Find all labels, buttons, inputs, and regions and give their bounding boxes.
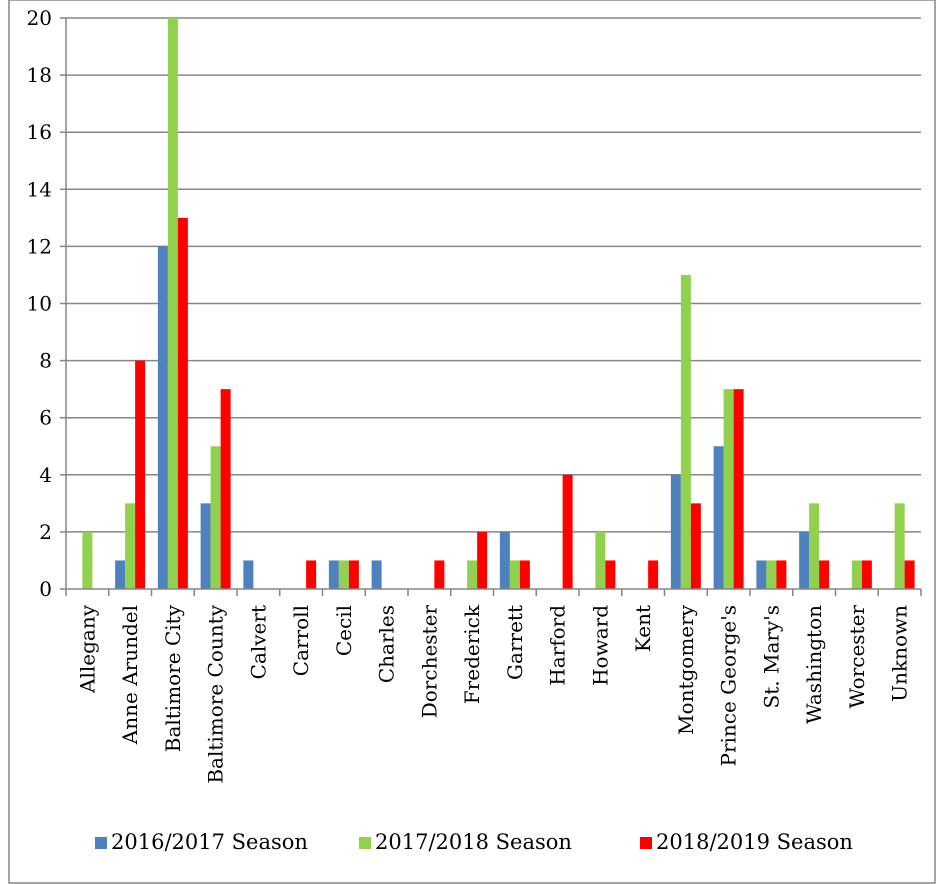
legend-swatch	[95, 837, 107, 849]
y-tick-label: 8	[39, 349, 52, 373]
bar	[605, 560, 616, 589]
bar	[894, 503, 905, 589]
bar	[851, 560, 862, 589]
bar	[713, 446, 724, 589]
bar	[177, 217, 188, 589]
bar	[562, 474, 573, 589]
y-tick-label: 10	[27, 292, 52, 316]
bar	[670, 474, 681, 589]
gridlines	[66, 17, 921, 533]
bar	[306, 560, 317, 589]
bar	[680, 274, 691, 589]
x-category-label: Worcester	[845, 605, 869, 709]
legend-item: 2017/2018 Season	[359, 830, 572, 854]
bar	[135, 360, 146, 589]
y-tick-label: 4	[39, 463, 52, 487]
y-tick-label: 16	[27, 120, 52, 144]
bar	[766, 560, 777, 589]
bar	[499, 531, 510, 589]
legend-item: 2016/2017 Season	[95, 830, 308, 854]
x-category-label: Howard	[588, 605, 612, 686]
legend-label: 2017/2018 Season	[375, 830, 572, 854]
bar	[371, 560, 382, 589]
y-tick-label: 2	[39, 520, 52, 544]
x-category-label: Anne Arundel	[118, 605, 142, 745]
legend-swatch	[359, 837, 371, 849]
bar	[348, 560, 359, 589]
bar	[477, 531, 488, 589]
bar	[509, 560, 520, 589]
x-category-label: Washington	[802, 605, 826, 724]
y-tick-label: 0	[39, 577, 52, 601]
bar	[809, 503, 820, 589]
x-category-label: Charles	[375, 605, 399, 683]
x-category-label: Baltimore City	[161, 604, 185, 752]
legend-item: 2018/2019 Season	[640, 830, 853, 854]
bar	[690, 503, 701, 589]
bar	[200, 503, 211, 589]
x-category-labels: Allegany Anne Arundel Baltimore City Baltim…	[75, 604, 911, 784]
bar	[723, 389, 734, 589]
bar	[819, 560, 830, 589]
legend-swatch	[640, 837, 652, 849]
bar	[733, 389, 744, 589]
bar	[157, 246, 168, 589]
bar	[167, 18, 178, 589]
x-category-label: Prince George's	[717, 605, 741, 767]
x-category-label: Montgomery	[674, 604, 698, 735]
bar	[328, 560, 339, 589]
bar	[220, 389, 231, 589]
x-category-label: Calvert	[246, 605, 270, 679]
x-category-label: Dorchester	[417, 605, 441, 719]
bar	[904, 560, 915, 589]
x-category-label: Unknown	[888, 605, 912, 702]
x-category-label: Allegany	[75, 604, 99, 694]
x-category-label: Harford	[546, 605, 570, 686]
y-tick-label: 18	[27, 63, 52, 87]
bar	[756, 560, 767, 589]
x-category-label: Frederick	[460, 604, 484, 704]
legend: 2016/2017 Season 2017/2018 Season 2018/201…	[95, 830, 853, 854]
bar	[519, 560, 530, 589]
bar	[776, 560, 787, 589]
bars	[82, 18, 915, 589]
bar	[595, 531, 606, 589]
y-tick-labels: 0 2 4 6 8 10 12 14 16 18 20	[27, 6, 52, 601]
y-tick-label: 20	[27, 6, 52, 30]
bar	[799, 531, 810, 589]
x-category-label: Carroll	[289, 605, 313, 676]
legend-label: 2018/2019 Season	[656, 830, 853, 854]
y-tick-label: 6	[39, 406, 52, 430]
bar	[467, 560, 478, 589]
x-category-label: Garrett	[503, 605, 527, 680]
bar	[338, 560, 349, 589]
y-tick-label: 12	[27, 234, 52, 258]
axes	[60, 17, 922, 596]
bar	[434, 560, 445, 589]
bar	[210, 446, 221, 589]
legend-label: 2016/2017 Season	[111, 830, 308, 854]
bar	[243, 560, 254, 589]
y-tick-label: 14	[27, 177, 52, 201]
x-category-label: Cecil	[332, 605, 356, 656]
x-category-label: Kent	[631, 605, 655, 652]
bar	[82, 531, 93, 589]
bar	[861, 560, 872, 589]
bar	[115, 560, 126, 589]
x-category-label: St. Mary's	[759, 605, 783, 708]
bar	[125, 503, 136, 589]
x-category-label: Baltimore County	[204, 604, 228, 783]
bar	[648, 560, 659, 589]
